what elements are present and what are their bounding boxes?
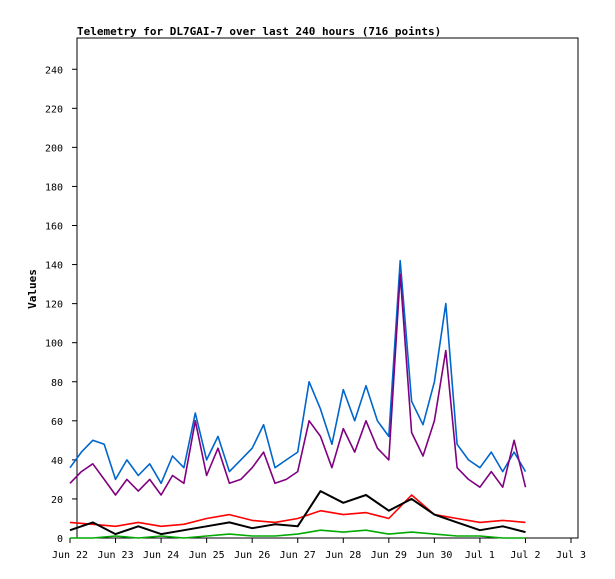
y-tick-label: 40 [51, 456, 63, 467]
y-tick-label: 60 [51, 417, 63, 428]
y-tick-label: 0 [57, 534, 63, 545]
series-line-1 [69, 273, 527, 496]
series-line-0 [69, 259, 527, 485]
x-tick-label: Jul 2 [510, 550, 540, 561]
y-tick-label: 140 [45, 261, 63, 272]
x-tick-label: Jun 25 [189, 550, 225, 561]
x-tick-label: Jun 23 [97, 550, 133, 561]
series-line-2 [69, 494, 526, 528]
y-tick-label: 80 [51, 378, 63, 389]
x-tick-label: Jun 30 [416, 550, 452, 561]
y-tick-label: 20 [51, 495, 63, 506]
x-tick-label: Jul 3 [556, 550, 586, 561]
series-line-3 [69, 490, 526, 536]
y-axis-ticks: 0 20 40 60 80 100 120 140 160 180 200 220 240 [45, 65, 77, 545]
x-tick-label: Jun 24 [143, 550, 179, 561]
x-tick-label: Jun 29 [371, 550, 407, 561]
x-tick-label: Jun 28 [325, 550, 361, 561]
y-tick-label: 160 [45, 222, 63, 233]
x-axis-ticks: Jun 22 Jun 23 Jun 24 Jun 25 Jun 26 Jun 27 Jun … [52, 538, 586, 561]
x-tick-label: Jun 27 [280, 550, 316, 561]
y-tick-label: 220 [45, 104, 63, 115]
y-tick-label: 200 [45, 143, 63, 154]
x-tick-label: Jun 26 [234, 550, 270, 561]
chart-title: Telemetry for DL7GAI-7 over last 240 hou… [77, 25, 441, 38]
x-tick-label: Jun 22 [52, 550, 88, 561]
y-axis-label: Values [26, 269, 39, 309]
plot-frame [76, 37, 579, 539]
x-tick-label: Jul 1 [465, 550, 495, 561]
series-layer [69, 259, 527, 539]
y-tick-label: 240 [45, 65, 63, 76]
y-tick-label: 180 [45, 182, 63, 193]
series-line-4 [70, 529, 526, 539]
y-tick-label: 120 [45, 300, 63, 311]
y-tick-label: 100 [45, 339, 63, 350]
